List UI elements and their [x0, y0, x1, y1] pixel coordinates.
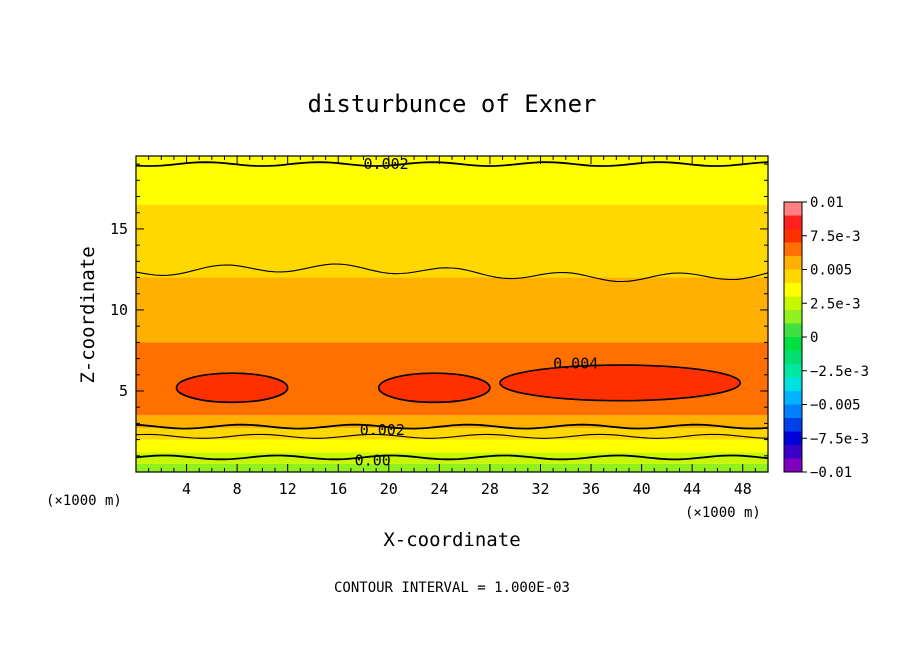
y-axis-label: Z-coordinate	[77, 246, 99, 383]
colorbar-swatch	[784, 418, 802, 432]
colorbar-swatch	[784, 404, 802, 418]
x-tick-label: 4	[182, 480, 191, 498]
colorbar-swatch	[784, 377, 802, 391]
contour-label: 0.00	[355, 452, 391, 470]
x-tick-label: 44	[683, 480, 701, 498]
y-tick-label: 15	[110, 220, 128, 238]
high-region	[377, 372, 491, 404]
contour-line	[135, 454, 769, 461]
x-tick-label: 16	[329, 480, 347, 498]
colorbar-swatch	[784, 296, 802, 310]
field-band	[136, 277, 768, 343]
contour-line	[135, 433, 769, 439]
contour-line	[135, 161, 769, 167]
contour-interval-note: CONTOUR INTERVAL = 1.000E-03	[334, 580, 570, 596]
x-axis-label: X-coordinate	[383, 529, 520, 551]
contour-label: 0.004	[553, 354, 598, 372]
colorbar-swatch	[784, 337, 802, 351]
colorbar-tick-label: 0	[810, 330, 818, 346]
colorbar-tick-label: −0.005	[810, 398, 861, 414]
x-tick-label: 32	[531, 480, 549, 498]
x-tick-label: 12	[279, 480, 297, 498]
colorbar-swatch	[784, 256, 802, 270]
colorbar-swatch	[784, 242, 802, 256]
colorbar-swatch	[784, 364, 802, 378]
colorbar-swatch	[784, 431, 802, 445]
high-value-regions	[175, 364, 741, 404]
colorbar-swatch	[784, 350, 802, 364]
y-tick-label: 10	[110, 301, 128, 319]
colorbar: 0.01 7.5e-3 0.005 2.5e-3 0 −2.5e-3 −0.005 −7.5e…	[783, 195, 869, 481]
colorbar-swatch	[784, 202, 802, 216]
colorbar-swatch	[784, 323, 802, 337]
chart-title: disturbunce of Exner	[308, 90, 597, 118]
colorbar-tick-label: −7.5e-3	[810, 431, 869, 447]
field-band	[136, 463, 768, 472]
contour-lines	[135, 161, 769, 461]
field-band	[136, 452, 768, 464]
y-tick-label: 5	[119, 382, 128, 400]
colorbar-swatch	[784, 445, 802, 459]
high-region	[499, 364, 741, 402]
x-tick-label: 48	[734, 480, 752, 498]
colorbar-swatch	[784, 458, 802, 472]
contour-label: 0.002	[364, 155, 409, 173]
field-band	[136, 204, 768, 278]
x-unit-left: (×1000 m)	[46, 493, 122, 509]
x-tick-label: 36	[582, 480, 600, 498]
field-band	[136, 428, 768, 440]
colorbar-swatch	[784, 215, 802, 229]
colorbar-swatch	[784, 229, 802, 243]
x-tick-label: 28	[481, 480, 499, 498]
colorbar-swatch	[784, 269, 802, 283]
colorbar-swatch	[784, 283, 802, 297]
contour-line	[135, 263, 769, 283]
x-tick-label: 20	[380, 480, 398, 498]
x-tick-label: 8	[233, 480, 242, 498]
contour-line	[135, 423, 769, 430]
x-ticks: 4 8 12 16 20 24 28 32 36 40 44 48	[135, 156, 769, 498]
contour-label: 0.002	[360, 421, 405, 439]
colorbar-tick-label: −2.5e-3	[810, 364, 869, 380]
x-tick-label: 24	[430, 480, 448, 498]
high-region	[175, 372, 289, 404]
colorbar-tick-label: 2.5e-3	[810, 296, 861, 312]
x-unit-right: (×1000 m)	[685, 505, 761, 521]
colorbar-tick-label: 0.005	[810, 263, 852, 279]
colorbar-swatch	[784, 310, 802, 324]
x-tick-label: 40	[633, 480, 651, 498]
colorbar-swatch	[784, 391, 802, 405]
colorbar-tick-label: 0.01	[810, 195, 844, 211]
field-band	[136, 439, 768, 453]
field-band	[136, 415, 768, 429]
colorbar-tick-label: 7.5e-3	[810, 229, 861, 245]
y-ticks: 5 10 15	[110, 163, 768, 457]
colorbar-tick-label: −0.01	[810, 465, 852, 481]
contour-labels: 0.002 0.004 0.002 0.00	[355, 155, 599, 470]
